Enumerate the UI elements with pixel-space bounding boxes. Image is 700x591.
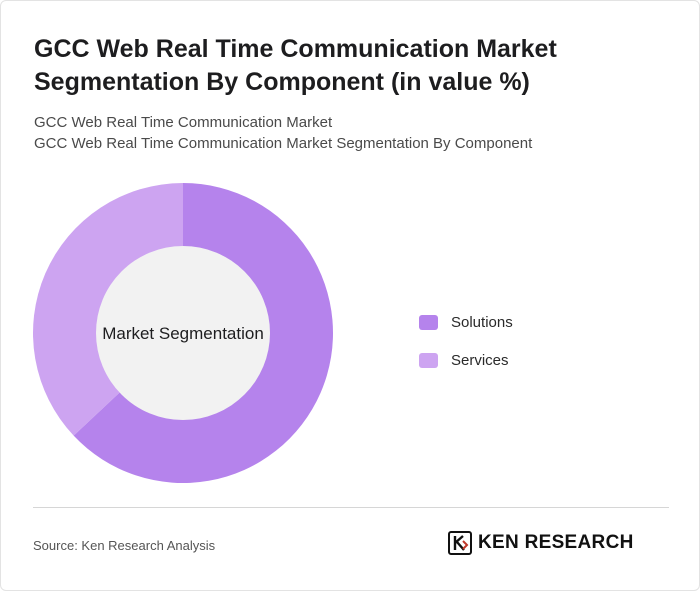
chart-subtitle-line2: GCC Web Real Time Communication Market S…	[34, 135, 533, 152]
chart-subtitle-line1: GCC Web Real Time Communication Market	[34, 114, 333, 131]
legend-item-solutions: Solutions	[419, 303, 513, 341]
footer-divider	[33, 507, 669, 508]
donut-hole	[96, 246, 270, 420]
legend-swatch	[419, 352, 438, 368]
ken-research-logo-icon	[448, 531, 472, 555]
legend-item-services: Services	[419, 341, 513, 379]
legend-label: Services	[451, 351, 509, 369]
brand-logo: KEN RESEARCH	[448, 531, 634, 555]
legend-label: Solutions	[451, 313, 513, 331]
source-note: Source: Ken Research Analysis	[33, 538, 216, 553]
brand-name: KEN RESEARCH	[478, 532, 634, 553]
donut-center-label: Market Segmentation	[102, 324, 264, 343]
chart-title: GCC Web Real Time Communication Market S…	[34, 35, 557, 96]
legend-swatch	[419, 314, 438, 330]
chart-legend: Solutions Services	[419, 303, 513, 379]
donut-chart: Market Segmentation	[33, 183, 333, 483]
